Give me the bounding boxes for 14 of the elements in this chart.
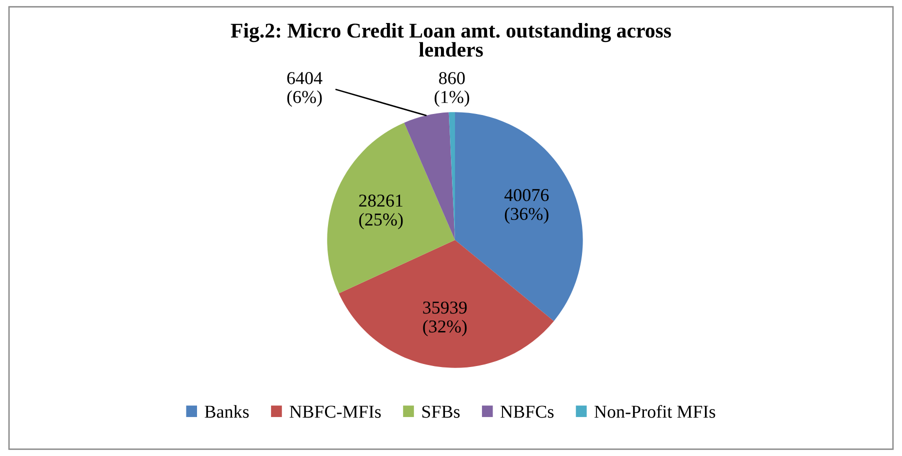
data-label: 6404 (6%) <box>287 72 322 107</box>
data-label: 40076 (36%) <box>504 188 549 224</box>
chart-title: Fig.2: Micro Credit Loan amt. outstanding across lenders <box>230 23 671 57</box>
data-label: 860 (1%) <box>434 72 470 107</box>
legend-label: NBFCs <box>500 406 554 418</box>
legend-label: NBFC-MFIs <box>290 406 381 418</box>
data-label: 35939 (32%) <box>423 302 467 336</box>
data-label: 28261 (25%) <box>359 194 403 230</box>
legend-label: Non-Profit MFIs <box>594 404 716 418</box>
pie-slice <box>404 112 455 240</box>
legend-label: Banks <box>204 405 249 418</box>
pie-slice <box>338 240 554 368</box>
pie-slice <box>327 122 455 294</box>
legend-label: SFBs <box>422 406 460 418</box>
